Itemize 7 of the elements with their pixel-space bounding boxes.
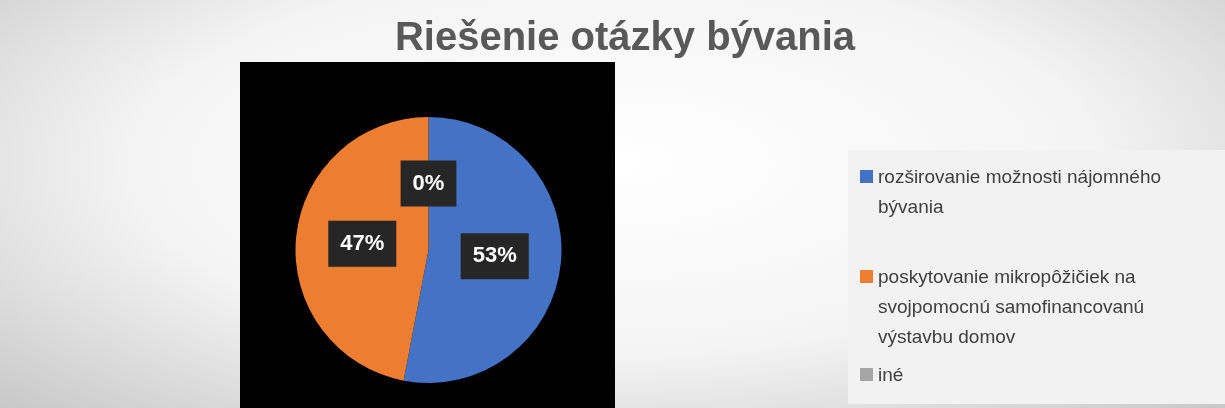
legend-label: rozširovanie možnosti nájomného bývania xyxy=(878,165,1163,219)
legend-label: poskytovanie mikropôžičiek na svojpomocnú samofinancovanú výstavbu domov xyxy=(878,265,1146,349)
chart-title: Riešenie otázky bývania xyxy=(393,14,857,59)
text: 0% xyxy=(412,169,445,195)
legend-label: iné xyxy=(878,363,904,387)
data-label: 53% xyxy=(472,242,517,268)
data-label: 47% xyxy=(340,229,385,255)
